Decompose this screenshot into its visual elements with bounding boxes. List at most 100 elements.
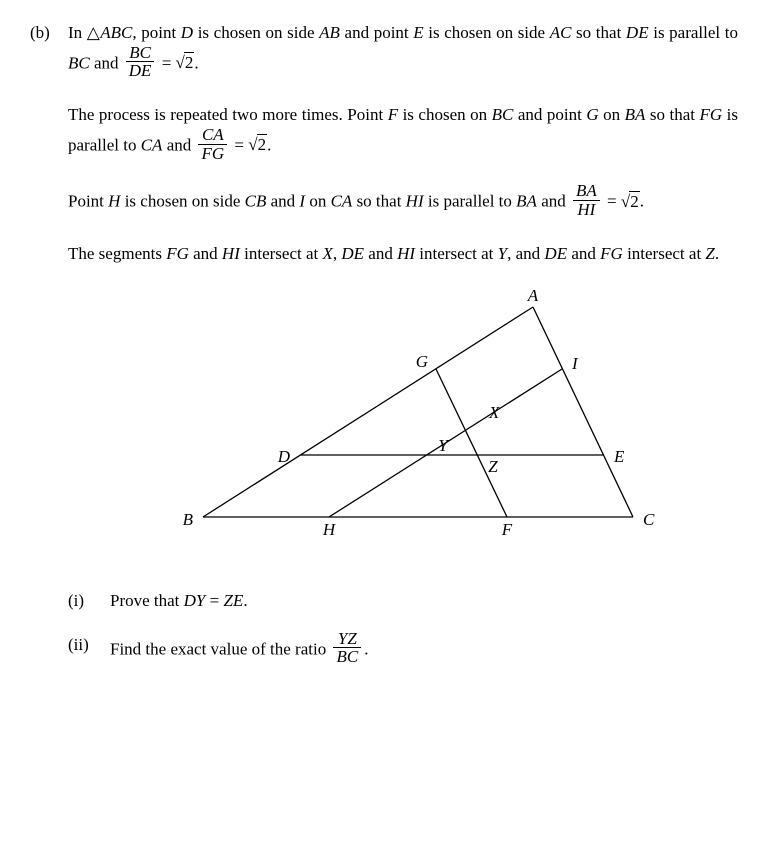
svg-text:A: A <box>527 286 539 305</box>
var-hi: HI <box>222 244 240 263</box>
text: is parallel to <box>424 192 517 211</box>
problem-content: In △ABC, point D is chosen on side AB an… <box>68 20 738 686</box>
var-ze: ZE <box>223 591 243 610</box>
sub-body-ii: Find the exact value of the ratio YZBC. <box>110 632 738 669</box>
var-h: H <box>108 192 120 211</box>
sub-label-ii: (ii) <box>68 632 110 658</box>
var-y: Y <box>498 244 507 263</box>
text: Find the exact value of the ratio <box>110 639 330 658</box>
var-g: G <box>586 105 598 124</box>
var-ba: BA <box>516 192 537 211</box>
paragraph-4: The segments FG and HI intersect at X, D… <box>68 241 738 267</box>
fraction-ca-fg: CAFG <box>198 126 227 163</box>
svg-text:Z: Z <box>488 457 498 476</box>
svg-text:B: B <box>183 510 194 529</box>
text: The segments <box>68 244 166 263</box>
sub-body-i: Prove that DY = ZE. <box>110 588 738 614</box>
text: . <box>640 192 644 211</box>
paragraph-2: The process is repeated two more times. … <box>68 102 738 164</box>
denominator: FG <box>198 145 227 163</box>
text: so that <box>352 192 405 211</box>
subparts: (i) Prove that DY = ZE. (ii) Find the ex… <box>68 588 738 668</box>
text: on <box>599 105 625 124</box>
text: . <box>243 591 247 610</box>
text: is chosen on side <box>120 192 244 211</box>
text: intersect at <box>623 244 706 263</box>
text: is parallel to <box>649 23 738 42</box>
text: intersect at <box>415 244 498 263</box>
text: and point <box>513 105 586 124</box>
text: and <box>189 244 222 263</box>
equals: = <box>230 135 248 154</box>
text: The process is repeated two more times. … <box>68 105 388 124</box>
paragraph-3: Point H is chosen on side CB and I on CA… <box>68 184 738 221</box>
var-fg: FG <box>166 244 189 263</box>
radicand: 2 <box>184 52 195 72</box>
var-z: Z <box>705 244 714 263</box>
sqrt-2: 2 <box>248 132 267 158</box>
sqrt-2: 2 <box>621 189 640 215</box>
svg-text:G: G <box>416 352 428 371</box>
radicand: 2 <box>257 134 268 154</box>
var-de: DE <box>544 244 567 263</box>
text: and <box>90 53 123 72</box>
text: and point <box>340 23 413 42</box>
diagram-container: ABCDEGFHIXYZ <box>68 287 738 565</box>
sub-label-i: (i) <box>68 588 110 614</box>
var-ca: CA <box>141 135 163 154</box>
text: = <box>205 591 223 610</box>
numerator: CA <box>198 126 227 145</box>
text: on <box>305 192 331 211</box>
numerator: BA <box>573 182 600 201</box>
denominator: HI <box>573 201 600 219</box>
numerator: YZ <box>333 630 361 649</box>
equals: = <box>157 53 175 72</box>
text: . <box>715 244 719 263</box>
var-de: DE <box>626 23 649 42</box>
var-hi: HI <box>397 244 415 263</box>
svg-text:E: E <box>613 447 625 466</box>
svg-text:C: C <box>643 510 655 529</box>
svg-text:X: X <box>488 403 500 422</box>
text: is chosen on side <box>424 23 550 42</box>
var-fg: FG <box>600 244 623 263</box>
equals: = <box>603 192 621 211</box>
text: so that <box>571 23 625 42</box>
subpart-ii: (ii) Find the exact value of the ratio Y… <box>68 632 738 669</box>
var-ac: AC <box>550 23 572 42</box>
radicand: 2 <box>629 191 640 211</box>
denominator: BC <box>333 648 361 666</box>
svg-text:F: F <box>501 520 513 539</box>
text: Prove that <box>110 591 184 610</box>
text: and <box>162 135 195 154</box>
text: is chosen on <box>398 105 492 124</box>
paragraph-1: In △ABC, point D is chosen on side AB an… <box>68 20 738 82</box>
var-ca: CA <box>331 192 353 211</box>
sqrt-2: 2 <box>176 50 195 76</box>
var-ab: AB <box>319 23 340 42</box>
text: and <box>537 192 570 211</box>
denominator: DE <box>126 62 155 80</box>
var-bc: BC <box>68 53 90 72</box>
text: and <box>364 244 397 263</box>
text: Point <box>68 192 108 211</box>
text: , and <box>507 244 544 263</box>
triangle-diagram: ABCDEGFHIXYZ <box>143 287 663 557</box>
var-hi: HI <box>406 192 424 211</box>
var-bc: BC <box>492 105 514 124</box>
var-de: DE <box>341 244 364 263</box>
text: intersect at <box>240 244 323 263</box>
var-d: D <box>181 23 193 42</box>
fraction-bc-de: BCDE <box>126 44 155 81</box>
text: . <box>267 135 271 154</box>
problem-b: (b) In △ABC, point D is chosen on side A… <box>30 20 738 686</box>
text: . <box>194 53 198 72</box>
var-f: F <box>388 105 398 124</box>
text: and <box>266 192 299 211</box>
var-cb: CB <box>245 192 267 211</box>
var-e: E <box>413 23 423 42</box>
var-abc: ABC <box>100 23 132 42</box>
numerator: BC <box>126 44 155 63</box>
var-fg: FG <box>700 105 723 124</box>
svg-text:Y: Y <box>438 436 449 455</box>
